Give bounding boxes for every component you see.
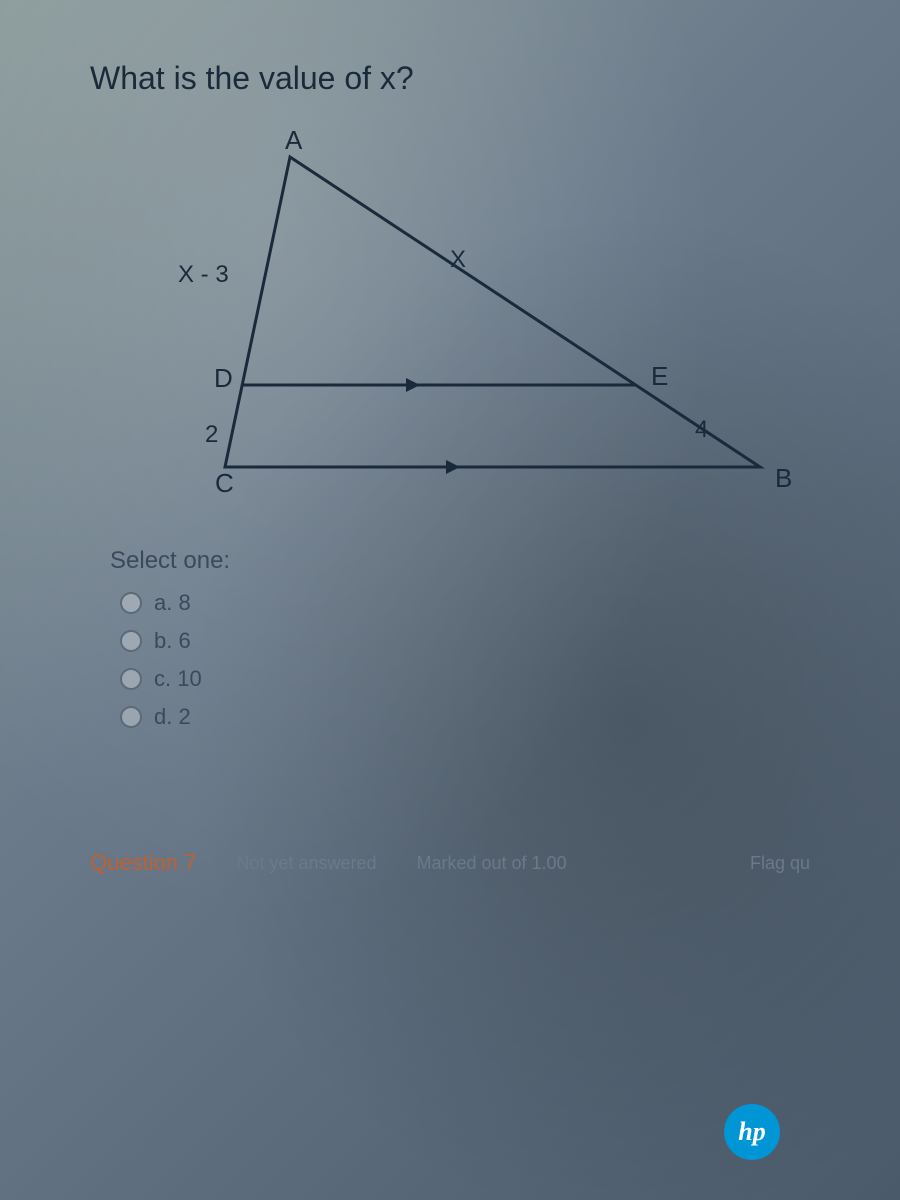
option-c[interactable]: c. 10 — [120, 666, 810, 692]
hp-logo-icon: hp — [724, 1104, 780, 1160]
flag-question-link[interactable]: Flag qu — [750, 853, 810, 874]
edge-DC-label: 2 — [205, 421, 218, 448]
vertex-A-label: A — [285, 127, 303, 155]
radio-c[interactable] — [120, 668, 142, 690]
option-c-label: c. 10 — [154, 666, 202, 692]
question-footer: Question 7 Not yet answered Marked out o… — [90, 850, 810, 876]
vertex-B-label: B — [775, 463, 792, 493]
vertex-C-label: C — [215, 468, 234, 498]
vertex-D-label: D — [214, 363, 233, 393]
parallel-mark-DE — [406, 378, 420, 392]
option-a[interactable]: a. 8 — [120, 590, 810, 616]
radio-d[interactable] — [120, 706, 142, 728]
triangle-diagram: A C B D E X - 3 X 2 4 — [120, 127, 820, 507]
option-b[interactable]: b. 6 — [120, 628, 810, 654]
vertex-E-label: E — [651, 361, 668, 391]
question-title: What is the value of x? — [90, 60, 810, 97]
edge-AD-label: X - 3 — [178, 261, 229, 288]
edge-EB-label: 4 — [695, 416, 708, 443]
quiz-content: What is the value of x? A C B D E X - 3 … — [0, 0, 900, 916]
answer-status: Not yet answered — [236, 853, 376, 874]
option-a-label: a. 8 — [154, 590, 191, 616]
edge-AE-label: X — [450, 246, 466, 273]
marked-out-of: Marked out of 1.00 — [416, 853, 566, 874]
option-d-label: d. 2 — [154, 704, 191, 730]
radio-a[interactable] — [120, 592, 142, 614]
answer-options: a. 8 b. 6 c. 10 d. 2 — [120, 590, 810, 730]
option-b-label: b. 6 — [154, 628, 191, 654]
question-number: Question 7 — [90, 850, 196, 876]
triangle-ACB — [225, 157, 760, 467]
option-d[interactable]: d. 2 — [120, 704, 810, 730]
radio-b[interactable] — [120, 630, 142, 652]
select-one-prompt: Select one: — [110, 547, 810, 575]
parallel-mark-CB — [446, 460, 460, 474]
